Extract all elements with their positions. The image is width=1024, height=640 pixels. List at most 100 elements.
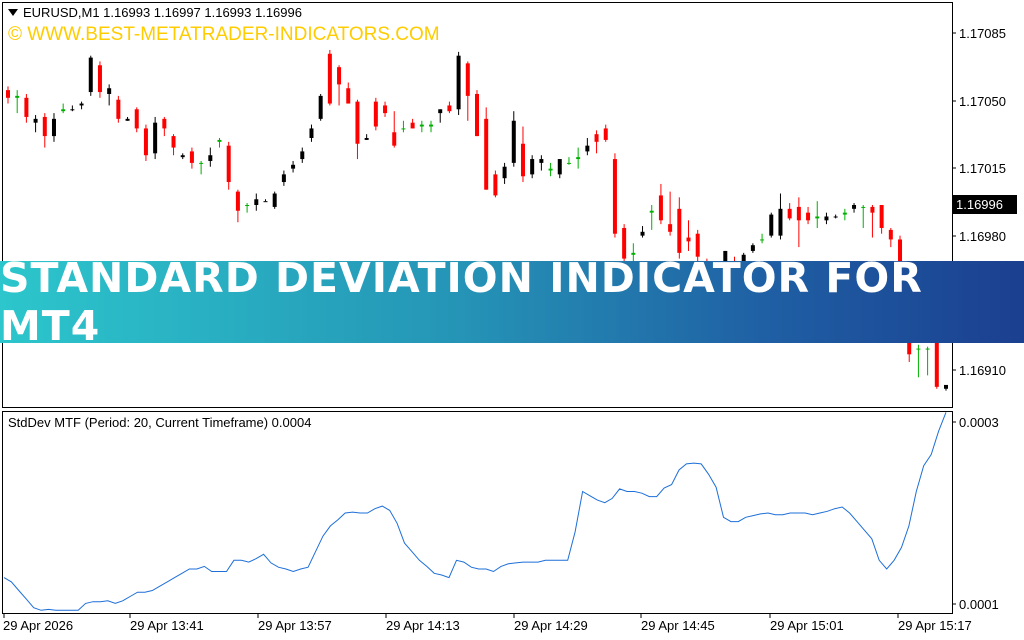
candle-body [870, 206, 875, 213]
title-banner: STANDARD DEVIATION INDICATOR FOR MT4 [0, 254, 1024, 350]
candle-body [686, 237, 691, 242]
candle-body [162, 118, 167, 129]
candle-body [226, 145, 231, 183]
candle-body [300, 151, 305, 160]
candle-body [631, 252, 636, 255]
candle-body [833, 216, 838, 218]
candle-body [383, 105, 388, 114]
candle-body [410, 122, 415, 129]
time-label: 29 Apr 14:13 [386, 618, 460, 633]
candle-body [327, 53, 332, 104]
time-label: 29 Apr 14:45 [641, 618, 715, 633]
watermark: © WWW.BEST-METATRADER-INDICATORS.COM [8, 24, 440, 45]
candle-body [760, 239, 765, 241]
time-label: 29 Apr 15:17 [898, 618, 972, 633]
candle-body [33, 118, 38, 123]
candle-body [346, 88, 351, 104]
candle-body [254, 199, 259, 205]
candle-body [438, 109, 443, 114]
candle-body [189, 151, 194, 163]
candle-body [51, 118, 56, 137]
candle-body [6, 90, 10, 98]
candle-body [898, 239, 903, 274]
candle-body [180, 155, 185, 158]
candle-body [787, 208, 792, 219]
candle-body [585, 145, 590, 152]
candle-body [61, 109, 66, 112]
candle-body [769, 214, 774, 236]
candle-body [364, 138, 369, 140]
candle-body [401, 128, 406, 130]
candle-body [392, 132, 397, 146]
candle-body [603, 128, 608, 140]
candle-body [566, 162, 571, 164]
candle-body [309, 128, 314, 138]
candle-body [272, 193, 277, 207]
price-label: 1.17050 [959, 94, 1006, 109]
candle-body [318, 95, 323, 119]
candle-body [888, 229, 893, 240]
price-label: 1.17015 [959, 161, 1006, 176]
candle-body [456, 55, 461, 110]
candle-body [208, 155, 213, 161]
candle-body [70, 109, 75, 111]
candle-body [842, 212, 847, 215]
candle-body [925, 348, 930, 350]
candle-body [79, 103, 84, 106]
symbol-ohlc: EURUSD,M1 1.16993 1.16997 1.16993 1.1699… [23, 5, 302, 20]
price-label: 1.17085 [959, 26, 1006, 41]
candle-body [677, 208, 682, 253]
candle-body [934, 342, 939, 387]
candle-body [852, 205, 857, 209]
time-label: 29 Apr 13:41 [130, 618, 204, 633]
stddev-layer [3, 412, 947, 611]
candle-body [879, 205, 884, 228]
candle-body [622, 227, 627, 259]
candle-body [263, 201, 268, 203]
candle-body [465, 63, 470, 96]
candle-body [24, 97, 29, 117]
candle-body [429, 124, 434, 127]
candle-body [125, 118, 130, 121]
time-label: 29 Apr 15:01 [770, 618, 844, 633]
candle-body [557, 159, 562, 175]
banner-title: STANDARD DEVIATION INDICATOR FOR MT4 [0, 254, 923, 350]
candle-body [171, 136, 176, 148]
candle-body [861, 206, 866, 208]
candle-body [15, 95, 20, 98]
candle-body [576, 157, 581, 160]
indicator-axis-label: 0.0003 [959, 415, 999, 430]
candle-body [291, 164, 296, 169]
indicator-label: StdDev MTF (Period: 20, Current Timefram… [8, 415, 312, 430]
candle-body [116, 99, 121, 119]
candle-body [796, 206, 801, 221]
candle-body [530, 159, 535, 175]
candle-body [815, 216, 820, 219]
candle-body [916, 348, 921, 350]
candle-body [640, 231, 645, 236]
candle-body [806, 212, 811, 221]
current-price-badge: 1.16996 [953, 195, 1017, 214]
candle-body [944, 384, 948, 389]
candle-body [548, 168, 553, 171]
candle-body [824, 216, 829, 221]
candle-body [97, 65, 102, 93]
candle-body [668, 224, 673, 232]
candle-body [475, 93, 479, 137]
indicator-frame [2, 411, 953, 614]
time-label: 29 Apr 2026 [3, 618, 74, 633]
candle-body [520, 143, 525, 177]
candle-body [750, 245, 755, 251]
candle-body [502, 166, 507, 179]
candle-body [511, 120, 516, 163]
indicator-axis-label: 0.0001 [959, 597, 999, 612]
candle-body [447, 105, 452, 112]
candle-body [199, 162, 204, 164]
candle-body [245, 205, 250, 206]
candle-body [281, 174, 286, 183]
candle-body [594, 134, 599, 142]
chart-menu-arrow-icon[interactable] [8, 9, 18, 16]
time-label: 29 Apr 14:29 [514, 618, 588, 633]
candle-body [493, 174, 498, 196]
candle-body [658, 195, 663, 221]
